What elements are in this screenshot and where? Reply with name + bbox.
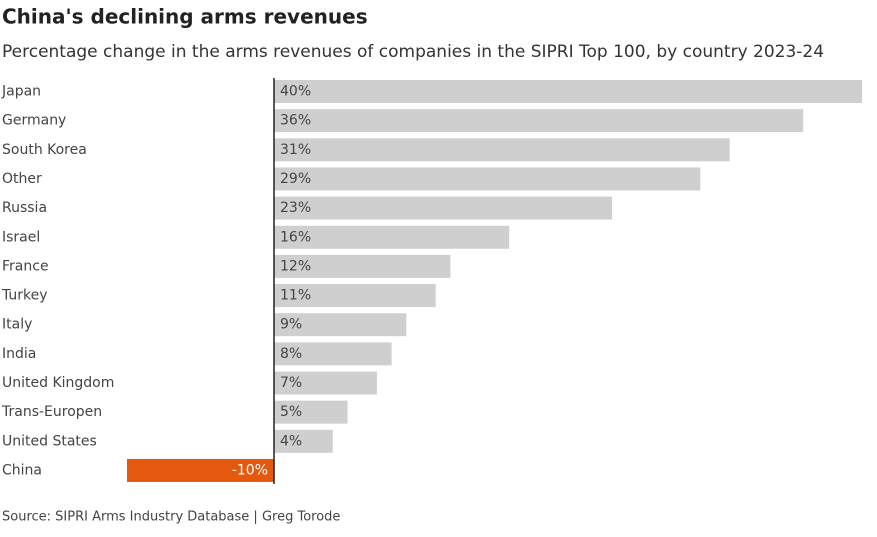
category-label: Turkey — [1, 288, 48, 304]
bar — [274, 167, 701, 191]
category-label: Russia — [2, 200, 47, 216]
category-label: Israel — [2, 229, 40, 245]
value-label: 8% — [280, 346, 302, 362]
bar — [274, 342, 392, 366]
value-label: 9% — [280, 317, 302, 333]
category-label: Trans-Europen — [1, 404, 102, 420]
bar — [274, 109, 804, 133]
value-label: 5% — [280, 404, 302, 420]
category-label: South Korea — [2, 142, 87, 158]
value-label: 31% — [280, 142, 311, 158]
category-label: United Kingdom — [2, 375, 114, 391]
category-label: China — [2, 462, 42, 478]
bar — [274, 80, 862, 103]
category-label: Germany — [2, 113, 66, 129]
value-label: 23% — [280, 200, 311, 216]
value-label: 29% — [280, 171, 311, 187]
bar — [274, 196, 613, 220]
bar — [274, 254, 451, 278]
bar — [127, 458, 274, 482]
category-label: Other — [2, 171, 42, 187]
bar — [274, 313, 407, 337]
chart-title: China's declining arms revenues — [2, 5, 368, 29]
category-label: France — [2, 258, 49, 274]
value-label: 12% — [280, 258, 311, 274]
value-label: 40% — [280, 84, 311, 100]
category-label: Italy — [2, 317, 32, 333]
value-label: 4% — [280, 433, 302, 449]
value-label: -10% — [232, 462, 268, 478]
value-label: 16% — [280, 229, 311, 245]
value-label: 7% — [280, 375, 302, 391]
bar — [274, 284, 436, 308]
category-label: India — [2, 346, 36, 362]
value-label: 36% — [280, 113, 311, 129]
category-label: United States — [2, 433, 97, 449]
bar — [274, 371, 377, 395]
bar — [274, 225, 510, 249]
bar — [274, 400, 348, 424]
source: Source: SIPRI Arms Industry Database | G… — [2, 510, 340, 525]
category-label: Japan — [1, 84, 41, 100]
bar — [274, 138, 730, 162]
chart-subtitle: Percentage change in the arms revenues o… — [2, 42, 824, 62]
value-label: 11% — [280, 288, 311, 304]
bar — [274, 429, 333, 453]
